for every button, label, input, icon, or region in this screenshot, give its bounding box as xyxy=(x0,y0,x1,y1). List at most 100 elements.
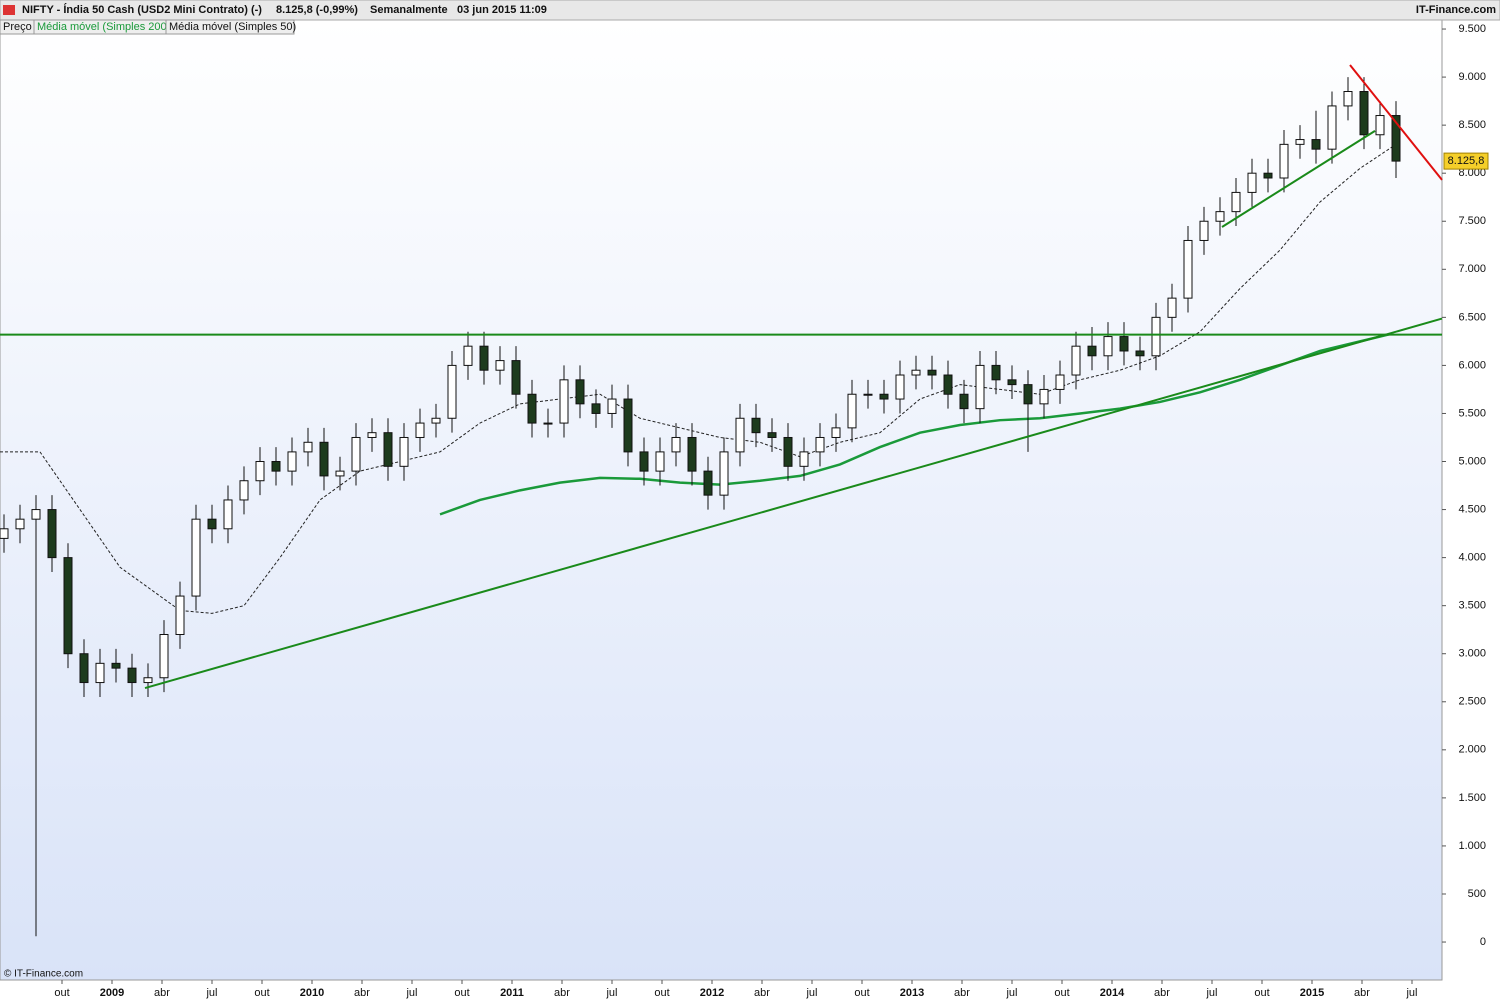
candle-body xyxy=(1231,191,1241,213)
last-price-label: 8.125,8 xyxy=(1448,155,1485,167)
x-tick-label: jul xyxy=(405,987,417,999)
y-tick-label: 4.000 xyxy=(1458,552,1486,564)
candle-body xyxy=(159,633,169,679)
candle-body xyxy=(655,451,665,472)
candle-body xyxy=(1007,379,1017,386)
x-tick-label: jul xyxy=(1405,987,1417,999)
legend-tab[interactable] xyxy=(165,19,295,35)
candle-body xyxy=(1167,297,1177,318)
candle-body xyxy=(1023,384,1033,405)
plot-area xyxy=(0,19,1443,981)
candle-body xyxy=(1215,211,1225,222)
candle-body xyxy=(31,509,41,520)
y-tick-label: 6.000 xyxy=(1458,359,1486,371)
candle-body xyxy=(975,364,985,410)
y-tick-label: 5.000 xyxy=(1458,455,1486,467)
candle-body xyxy=(911,369,921,376)
trend-line xyxy=(1349,64,1443,181)
candle-body xyxy=(959,393,969,410)
candle-body xyxy=(1055,374,1065,390)
logo xyxy=(3,5,15,15)
legend-label[interactable]: Média móvel (Simples 200) xyxy=(37,21,170,33)
candle-body xyxy=(607,398,617,414)
y-tick-label: 1.500 xyxy=(1458,792,1486,804)
x-tick-label: out xyxy=(854,987,869,999)
x-tick-label: abr xyxy=(1354,987,1370,999)
legend-label[interactable]: Média móvel (Simples 50) xyxy=(169,21,296,33)
x-tick-label: abr xyxy=(354,987,370,999)
candle-body xyxy=(95,662,105,684)
y-tick-label: 7.500 xyxy=(1458,215,1486,227)
candle-body xyxy=(1247,172,1257,193)
y-tick-label: 4.500 xyxy=(1458,503,1486,515)
x-tick-label: 2010 xyxy=(300,987,324,999)
symbol: NIFTY - Índia 50 Cash (USD2 Mini Contrat… xyxy=(22,3,262,16)
x-tick-label: 2011 xyxy=(500,987,524,999)
candle-body xyxy=(367,432,377,438)
x-tick-label: out xyxy=(1254,987,1269,999)
y-tick-label: 3.000 xyxy=(1458,648,1486,660)
timestamp: 03 jun 2015 11:09 xyxy=(457,4,547,16)
candle-body xyxy=(1151,316,1161,357)
candle-body xyxy=(191,518,201,597)
candle-body xyxy=(751,417,761,434)
candle-body xyxy=(175,595,185,635)
candle-body xyxy=(0,528,9,539)
candle-body xyxy=(1375,115,1385,136)
candle-body xyxy=(271,461,281,472)
candle-body xyxy=(799,451,809,467)
x-tick-label: 2013 xyxy=(900,987,924,999)
candle-body xyxy=(671,436,681,453)
x-tick-label: out xyxy=(54,987,69,999)
candle-body xyxy=(255,461,265,482)
candle-body xyxy=(831,427,841,438)
candle-body xyxy=(1199,220,1209,241)
header-bar xyxy=(0,0,1500,21)
candle-body xyxy=(383,432,393,467)
candle-body xyxy=(431,417,441,424)
candle-body xyxy=(847,393,857,429)
y-tick-label: 500 xyxy=(1468,888,1486,900)
candle-body xyxy=(1087,345,1097,357)
y-tick-label: 8.000 xyxy=(1458,167,1486,179)
y-tick-label: 9.000 xyxy=(1458,71,1486,83)
x-tick-label: jul xyxy=(605,987,617,999)
candle-body xyxy=(399,436,409,467)
y-tick-label: 1.000 xyxy=(1458,840,1486,852)
y-tick-label: 5.500 xyxy=(1458,407,1486,419)
candle-body xyxy=(287,451,297,472)
candle-body xyxy=(767,432,777,438)
candle-body xyxy=(863,393,873,396)
candle-body xyxy=(1343,91,1353,107)
candle-body xyxy=(623,398,633,453)
y-tick-label: 3.500 xyxy=(1458,600,1486,612)
x-tick-label: jul xyxy=(1005,987,1017,999)
candle-body xyxy=(239,480,249,501)
quote: 8.125,8 (-0,99%) xyxy=(276,4,358,16)
y-tick-label: 0 xyxy=(1480,936,1486,948)
candle-body xyxy=(1311,139,1321,150)
candle-body xyxy=(783,436,793,467)
candle-body xyxy=(1103,336,1113,357)
y-tick-label: 9.500 xyxy=(1458,23,1486,35)
x-tick-label: abr xyxy=(554,987,570,999)
candle-body xyxy=(47,509,57,559)
candle-body xyxy=(63,557,73,655)
x-tick-label: 2012 xyxy=(700,987,724,999)
candle-body xyxy=(1183,239,1193,299)
trend-line xyxy=(1221,130,1376,228)
x-tick-label: out xyxy=(1054,987,1069,999)
candle-body xyxy=(1327,105,1337,150)
candle-body xyxy=(1135,350,1145,357)
candle-body xyxy=(1119,336,1129,352)
candle-body xyxy=(15,518,25,530)
x-tick-label: jul xyxy=(1205,987,1217,999)
candle-body xyxy=(703,470,713,496)
y-tick-label: 2.000 xyxy=(1458,744,1486,756)
x-tick-label: abr xyxy=(1154,987,1170,999)
x-tick-label: abr xyxy=(154,987,170,999)
candle-body xyxy=(543,422,553,425)
legend-label[interactable]: Preço xyxy=(3,21,32,33)
candle-body xyxy=(415,422,425,438)
candle-body xyxy=(335,470,345,477)
